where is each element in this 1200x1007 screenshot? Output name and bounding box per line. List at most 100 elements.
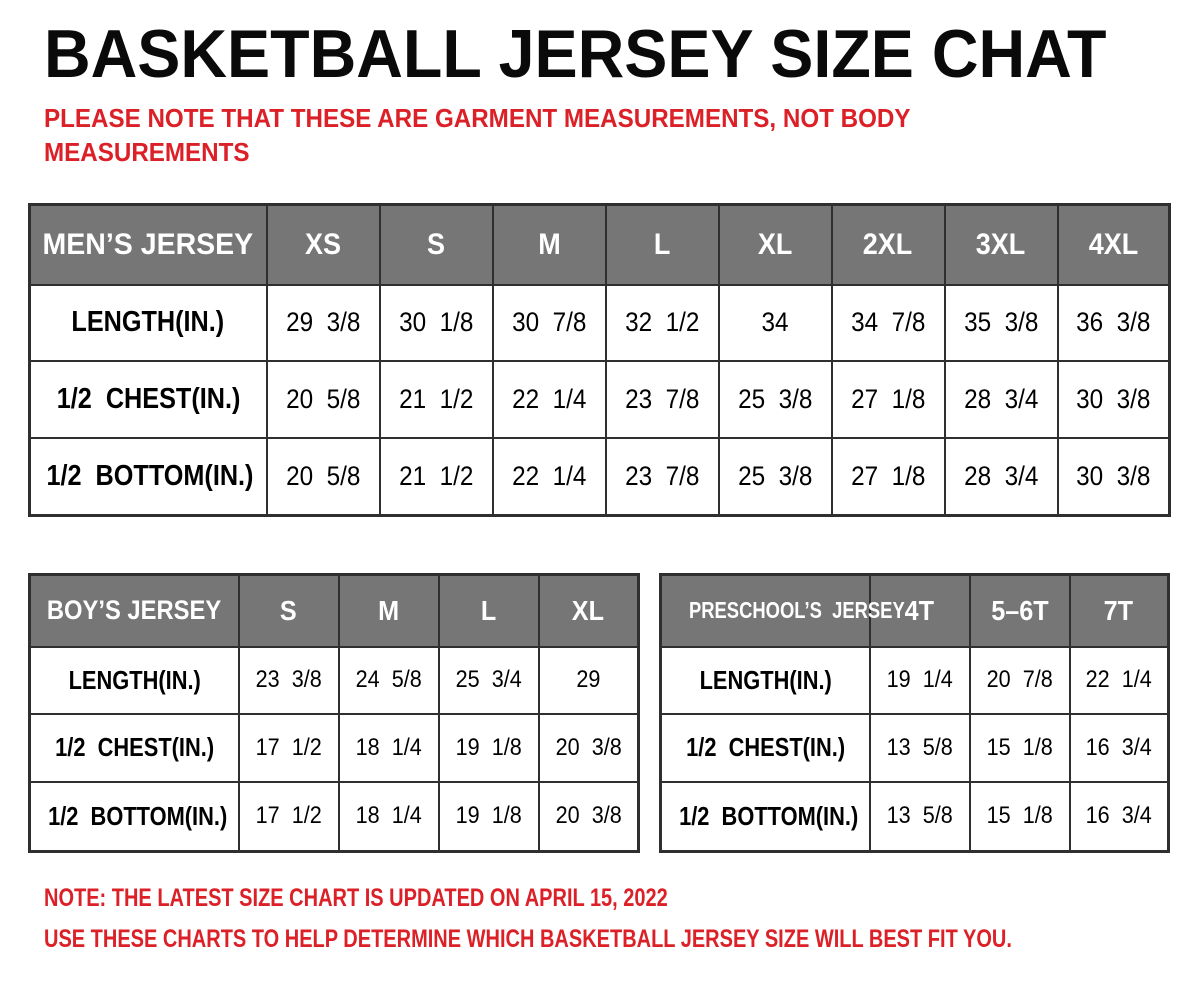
cell-text: 5–6T: [990, 594, 1049, 626]
size-value-cell: 30 3/8: [1056, 359, 1171, 439]
cell-text: 20 3/8: [555, 802, 622, 830]
size-value-cell: 22 1/4: [1068, 645, 1170, 715]
cell-text: 13 5/8: [886, 733, 953, 761]
cell-text: 22 1/4: [511, 383, 587, 414]
cell-text: 18 1/4: [355, 802, 422, 830]
size-value-cell: 19 1/8: [437, 712, 540, 783]
cell-text: BOY’S JERSEY: [47, 595, 222, 626]
boys-bottom-row: 1/2 BOTTOM(IN.) 17 1/2 18 1/4 19 1/8 20 …: [28, 780, 640, 853]
preschools-header-row: PRESCHOOL’S JERSEY 4T 5–6T 7T: [659, 573, 1170, 648]
row-label-cell: 1/2 BOTTOM(IN.): [28, 780, 240, 853]
size-value-cell: 35 3/8: [943, 283, 1059, 362]
size-value-cell: 23 3/8: [237, 645, 340, 715]
size-value-cell: 34 7/8: [830, 283, 946, 362]
size-value-cell: 28 3/4: [943, 359, 1059, 439]
preschools-size-header-5-6t: 5–6T: [968, 573, 1071, 648]
cell-text: 4T: [904, 594, 935, 626]
cell-text: 1/2 BOTTOM(IN.): [679, 800, 859, 831]
cell-text: 13 5/8: [886, 802, 953, 830]
cell-text: 23 3/8: [255, 666, 322, 693]
garment-measurement-note-line2: MEASUREMENTS: [44, 137, 250, 167]
size-value-cell: 24 5/8: [337, 645, 440, 715]
cell-text: PRESCHOOL’S JERSEY: [688, 597, 905, 624]
garment-measurement-note: PLEASE NOTE THAT THESE ARE GARMENT MEASU…: [44, 101, 910, 169]
cell-text: 23 7/8: [624, 460, 700, 491]
size-value-cell: 17 1/2: [237, 780, 340, 853]
boys-header-row: BOY’S JERSEY S M L XL: [28, 573, 640, 648]
cell-text: 30 1/8: [398, 307, 474, 337]
cell-text: 23 7/8: [624, 383, 700, 414]
size-value-cell: 20 5/8: [265, 359, 381, 439]
cell-text: S: [426, 227, 445, 261]
cell-text: LENGTH(IN.): [71, 306, 225, 338]
size-value-cell: 34: [717, 283, 833, 362]
mens-size-header-l: L: [604, 203, 720, 286]
cell-text: 19 1/8: [455, 802, 522, 830]
cell-text: 1/2 CHEST(IN.): [685, 732, 845, 762]
cell-text: XL: [757, 227, 793, 261]
size-value-cell: 20 7/8: [968, 645, 1071, 715]
size-value-cell: 13 5/8: [868, 780, 971, 853]
usage-note: USE THESE CHARTS TO HELP DETERMINE WHICH…: [44, 925, 1012, 953]
cell-text: 35 3/8: [963, 307, 1039, 337]
mens-header-row: MEN’S JERSEY XS S M L XL 2XL 3XL 4XL: [28, 203, 1171, 286]
garment-measurement-note-line1: PLEASE NOTE THAT THESE ARE GARMENT MEASU…: [44, 103, 911, 133]
preschools-chest-row: 1/2 CHEST(IN.) 13 5/8 15 1/8 16 3/4: [659, 712, 1170, 783]
size-value-cell: 23 7/8: [604, 359, 720, 439]
cell-text: 27 1/8: [850, 383, 926, 414]
mens-size-header-m: M: [491, 203, 607, 286]
cell-text: 3XL: [976, 227, 1026, 261]
cell-text: 20 7/8: [986, 666, 1053, 693]
cell-text: 30 7/8: [511, 307, 587, 337]
cell-text: 28 3/4: [963, 383, 1039, 414]
cell-text: 16 3/4: [1085, 733, 1152, 761]
mens-jersey-table: MEN’S JERSEY XS S M L XL 2XL 3XL 4XL LEN…: [28, 203, 1171, 517]
cell-text: 1/2 CHEST(IN.): [54, 732, 214, 762]
preschools-bottom-row: 1/2 BOTTOM(IN.) 13 5/8 15 1/8 16 3/4: [659, 780, 1170, 853]
cell-text: 25 3/8: [737, 383, 813, 414]
size-value-cell: 16 3/4: [1068, 712, 1170, 783]
size-value-cell: 29: [537, 645, 640, 715]
cell-text: 29: [576, 666, 601, 693]
page-title: BASKETBALL JERSEY SIZE CHAT: [44, 16, 1107, 92]
boys-length-row: LENGTH(IN.) 23 3/8 24 5/8 25 3/4 29: [28, 645, 640, 715]
cell-text: 30 3/8: [1076, 460, 1151, 491]
boys-table-title-cell: BOY’S JERSEY: [28, 573, 240, 648]
size-value-cell: 30 3/8: [1056, 436, 1171, 517]
cell-text: 25 3/8: [737, 460, 813, 491]
size-value-cell: 36 3/8: [1056, 283, 1171, 362]
cell-text: MEN’S JERSEY: [42, 227, 254, 261]
preschools-jersey-table: PRESCHOOL’S JERSEY 4T 5–6T 7T LENGTH(IN.…: [659, 573, 1170, 853]
cell-text: 25 3/4: [455, 666, 522, 693]
row-label-cell: 1/2 CHEST(IN.): [28, 359, 268, 439]
cell-text: 22 1/4: [1085, 666, 1152, 693]
cell-text: 19 1/4: [886, 666, 953, 693]
mens-size-header-2xl: 2XL: [830, 203, 946, 286]
cell-text: 2XL: [863, 227, 913, 261]
cell-text: 7T: [1104, 594, 1134, 626]
cell-text: 32 1/2: [624, 307, 700, 337]
cell-text: 34: [761, 307, 789, 337]
cell-text: L: [653, 227, 671, 261]
mens-table-title-cell: MEN’S JERSEY: [28, 203, 268, 286]
size-value-cell: 15 1/8: [968, 780, 1071, 853]
size-value-cell: 13 5/8: [868, 712, 971, 783]
mens-chest-row: 1/2 CHEST(IN.) 20 5/8 21 1/2 22 1/4 23 7…: [28, 359, 1171, 439]
size-value-cell: 25 3/8: [717, 436, 833, 517]
size-value-cell: 25 3/8: [717, 359, 833, 439]
cell-text: 29 3/8: [285, 307, 361, 337]
size-value-cell: 20 3/8: [537, 712, 640, 783]
size-value-cell: 32 1/2: [604, 283, 720, 362]
cell-text: M: [377, 594, 399, 626]
boys-size-header-l: L: [437, 573, 540, 648]
mens-length-row: LENGTH(IN.) 29 3/8 30 1/8 30 7/8 32 1/2 …: [28, 283, 1171, 362]
cell-text: 28 3/4: [963, 460, 1039, 491]
cell-text: 1/2 CHEST(IN.): [56, 382, 241, 415]
size-value-cell: 22 1/4: [491, 359, 607, 439]
row-label-cell: 1/2 CHEST(IN.): [28, 712, 240, 783]
preschools-size-header-4t: 4T: [868, 573, 971, 648]
cell-text: M: [537, 227, 561, 261]
mens-size-header-4xl: 4XL: [1056, 203, 1171, 286]
cell-text: 15 1/8: [986, 802, 1053, 830]
